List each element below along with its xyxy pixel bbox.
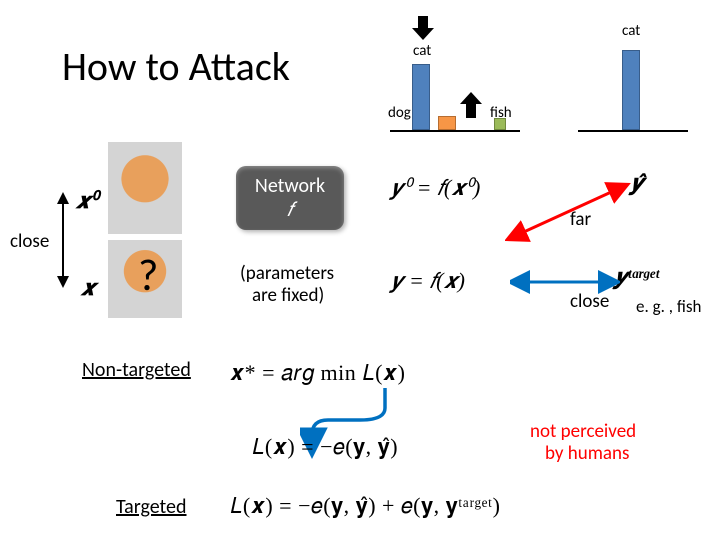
network-label-line2: 𝑓 xyxy=(287,198,293,222)
x-symbol: 𝒙 xyxy=(81,275,95,301)
input-image xyxy=(108,142,182,234)
ytarget-symbol: 𝒚ᵗᵃʳᵍᵉᵗ xyxy=(614,264,659,290)
updown-arrow-icon xyxy=(54,190,72,290)
chart2-bar-cat xyxy=(622,50,640,130)
params-fixed-line2: are fixed) xyxy=(252,284,324,307)
close-left-label: close xyxy=(10,230,49,253)
y-equation: 𝒚 = 𝑓(𝒙) xyxy=(390,268,465,294)
y0-equation: 𝒚⁰ = 𝑓(𝒙⁰) xyxy=(390,175,480,201)
slide-title: How to Attack xyxy=(62,42,290,91)
loss-formula-targeted: 𝐿(𝒙) = −𝑒(𝐲, 𝐲̂) + 𝑒(𝐲, 𝐲ᵗᵃʳᵍᵉᵗ) xyxy=(230,493,500,519)
chart1-label-cat: cat xyxy=(413,42,431,60)
far-double-arrow-icon xyxy=(505,178,635,248)
targeted-label: Targeted xyxy=(116,495,187,519)
eg-fish-label: e. g. , fish xyxy=(636,296,701,317)
close-double-arrow-icon xyxy=(510,270,620,294)
not-perceived-line2: by humans xyxy=(545,442,629,465)
down-arrow-icon xyxy=(408,14,438,42)
network-box: Network 𝑓 xyxy=(236,166,344,230)
chart1-label-fish: fish xyxy=(490,104,512,122)
loss-formula-nontargeted: 𝐿(𝒙) = −𝑒(𝐲, 𝐲̂) xyxy=(252,434,398,460)
chart2-label-cat: cat xyxy=(622,22,640,40)
params-fixed-line1: (parameters xyxy=(240,262,334,285)
chart1-bar-dog xyxy=(438,116,456,130)
network-label-line1: Network xyxy=(255,174,325,198)
not-perceived-line1: not perceived xyxy=(530,420,636,443)
chart1-label-dog: dog xyxy=(388,104,411,122)
chart2-axis xyxy=(578,130,688,132)
question-mark: ? xyxy=(138,248,158,302)
up-arrow-icon xyxy=(456,90,486,120)
x0-symbol: 𝒙⁰ xyxy=(76,188,98,214)
nontargeted-label: Non-targeted xyxy=(82,358,191,382)
chart1-bar-cat xyxy=(412,64,430,130)
chart1-axis xyxy=(390,130,520,132)
